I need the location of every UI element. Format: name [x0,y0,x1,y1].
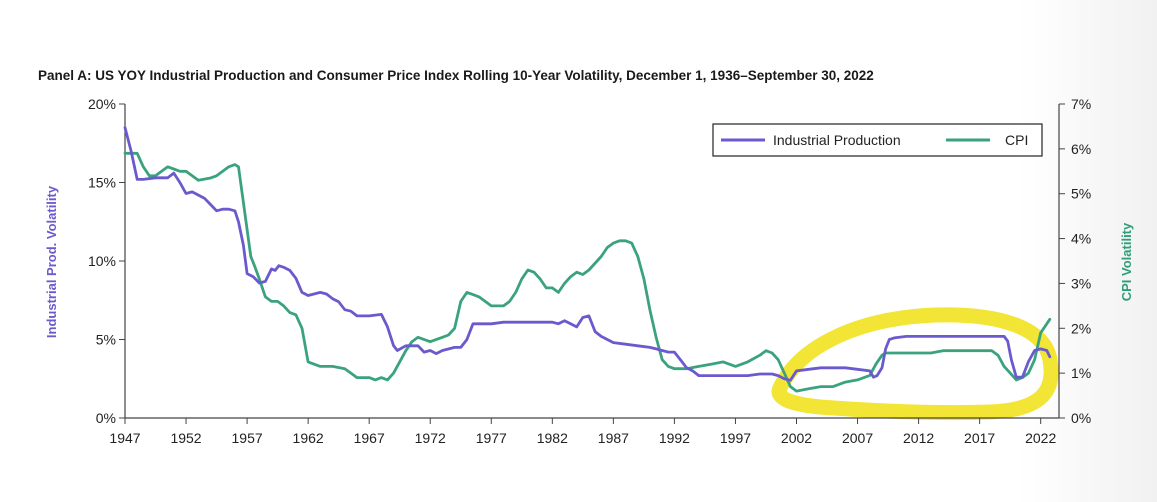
y-right-tick-label: 5% [1071,186,1091,202]
y-right-tick-label: 0% [1071,410,1091,426]
y-left-tick-label: 10% [88,253,116,269]
x-tick-label: 1967 [354,430,385,446]
x-tick-label: 1992 [659,430,690,446]
highlight-ellipse [771,307,1059,421]
series-line-cpi [123,151,1052,393]
y-left-tick-label: 20% [88,96,116,112]
chart-title: Panel A: US YOY Industrial Production an… [38,68,874,83]
x-tick-label: 1962 [293,430,324,446]
y-right-tick-label: 2% [1071,320,1091,336]
x-tick-label: 1972 [415,430,446,446]
y-right-tick-label: 7% [1071,96,1091,112]
highlight-annotation [771,307,1059,421]
x-tick-label: 2007 [842,430,873,446]
legend-label-industrial-production: Industrial Production [773,132,901,148]
x-tick-label: 1997 [720,430,751,446]
y-axis-label-left: Industrial Prod. Volatility [44,185,59,338]
x-tick-label: 1982 [537,430,568,446]
y-left-tick-label: 15% [88,175,116,191]
x-tick-label: 1987 [598,430,629,446]
y-right-tick-label: 3% [1071,275,1091,291]
y-right-tick-label: 4% [1071,231,1091,247]
series-line-industrial-production [123,126,1052,382]
x-tick-label: 2002 [781,430,812,446]
x-tick-label: 2012 [903,430,934,446]
x-tick-label: 1947 [109,430,140,446]
x-tick-label: 1952 [170,430,201,446]
y-left-tick-label: 0% [96,410,116,426]
legend: Industrial Production CPI [712,123,1043,157]
x-tick-label: 2022 [1025,430,1056,446]
y-right-tick-label: 6% [1071,141,1091,157]
y-axis-label-right: CPI Volatility [1119,222,1134,301]
y-left-tick-label: 5% [96,332,116,348]
axes: 1947 1952 1957 1962 1967 1972 1977 1982 1987 1992… [88,96,1091,446]
y-right-tick-label: 1% [1071,365,1091,381]
legend-label-cpi: CPI [1005,132,1028,148]
series-layer [123,126,1052,393]
x-tick-label: 1957 [232,430,263,446]
x-tick-label: 1977 [476,430,507,446]
x-tick-label: 2017 [964,430,995,446]
